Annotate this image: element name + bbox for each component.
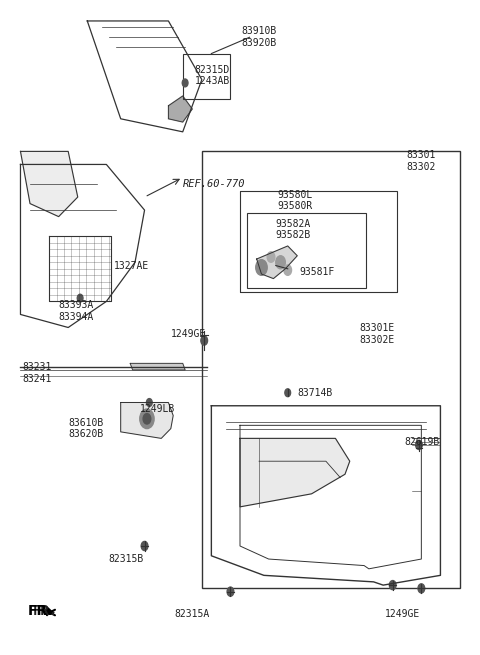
Circle shape [284, 265, 291, 275]
Text: 1327AE: 1327AE [114, 261, 149, 271]
Polygon shape [120, 403, 173, 438]
Bar [247, 214, 366, 288]
Circle shape [416, 440, 422, 449]
Polygon shape [240, 438, 350, 507]
Text: 93580L
93580R: 93580L 93580R [277, 189, 312, 211]
Circle shape [227, 587, 234, 596]
Text: 83301E
83302E: 83301E 83302E [360, 323, 395, 345]
Circle shape [143, 413, 151, 424]
Text: 1243AB: 1243AB [195, 76, 230, 86]
Text: 83393A
83394A: 83393A 83394A [59, 301, 94, 322]
Circle shape [146, 399, 152, 406]
Circle shape [389, 580, 396, 590]
Text: 83714B: 83714B [297, 388, 333, 398]
Text: 83231
83241: 83231 83241 [23, 362, 52, 384]
Circle shape [256, 259, 267, 275]
Text: 83910B
83920B: 83910B 83920B [241, 26, 276, 48]
Polygon shape [257, 246, 297, 278]
Circle shape [285, 389, 290, 397]
Circle shape [418, 584, 425, 593]
Text: FR.: FR. [33, 604, 58, 618]
Text: 93582A
93582B: 93582A 93582B [276, 219, 311, 240]
Circle shape [201, 336, 207, 345]
Bar [183, 54, 230, 99]
Circle shape [267, 252, 275, 262]
Text: FR.: FR. [28, 604, 53, 618]
Bar [202, 151, 459, 588]
Text: REF.60-770: REF.60-770 [183, 179, 245, 189]
Bar [240, 191, 397, 291]
Circle shape [182, 79, 188, 87]
Text: 1249GE: 1249GE [171, 329, 206, 339]
Text: 82315A: 82315A [175, 610, 210, 620]
Text: 82619B: 82619B [405, 437, 440, 447]
Text: 83301
83302: 83301 83302 [407, 151, 436, 172]
Circle shape [276, 255, 285, 269]
Text: 82315D: 82315D [195, 65, 230, 75]
Circle shape [141, 542, 148, 551]
Polygon shape [47, 607, 51, 616]
Text: 1249GE: 1249GE [384, 610, 420, 620]
Polygon shape [130, 364, 185, 370]
Polygon shape [21, 151, 78, 217]
Circle shape [140, 409, 154, 428]
Circle shape [77, 294, 83, 302]
Text: 93581F: 93581F [300, 267, 335, 277]
Text: 83610B
83620B: 83610B 83620B [68, 418, 104, 440]
Polygon shape [168, 96, 192, 122]
Text: 1249LB: 1249LB [140, 404, 175, 414]
Text: 82315B: 82315B [109, 554, 144, 564]
